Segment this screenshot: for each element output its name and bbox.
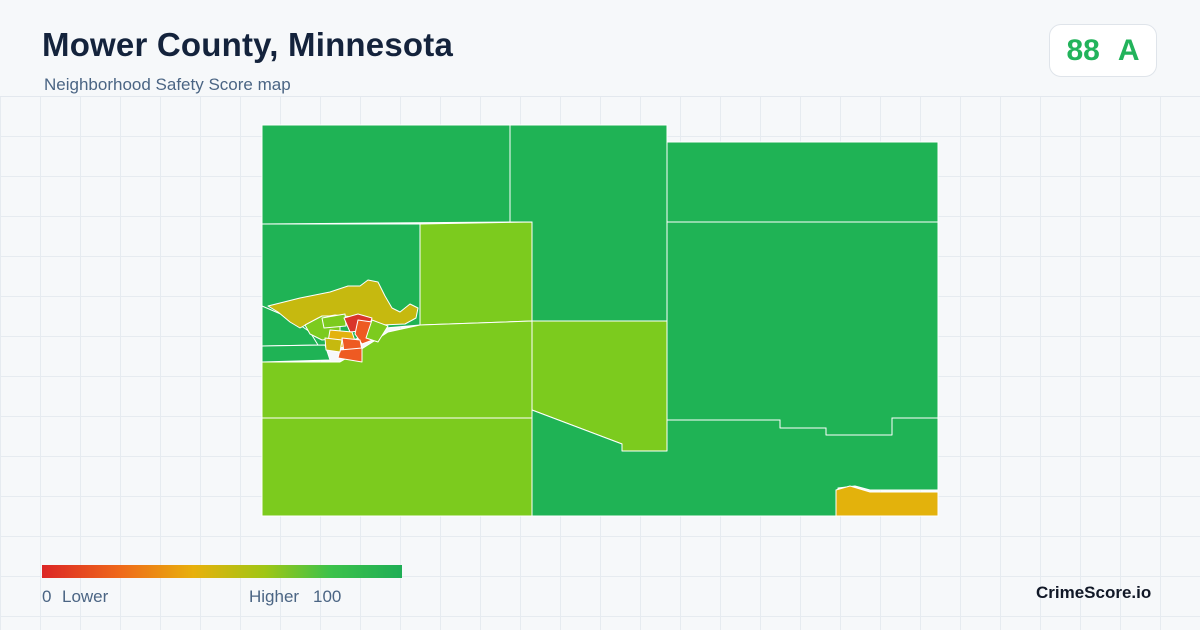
legend-color-scale xyxy=(42,565,402,578)
page-subtitle: Neighborhood Safety Score map xyxy=(44,75,291,94)
region-west-strip-2[interactable] xyxy=(261,344,331,363)
score-value: 88 xyxy=(1066,33,1100,67)
region-city-east[interactable] xyxy=(365,319,389,343)
region-city-southwest[interactable] xyxy=(324,337,343,353)
region-east[interactable] xyxy=(666,221,939,436)
region-southwest[interactable] xyxy=(261,417,533,517)
region-north-center-light[interactable] xyxy=(419,221,533,326)
legend-min-label: Lower xyxy=(62,587,109,606)
page-title: Mower County, Minnesota xyxy=(42,26,453,63)
region-northeast[interactable] xyxy=(666,141,939,223)
region-southeast-town[interactable] xyxy=(835,485,939,517)
header-divider xyxy=(0,96,1200,97)
safety-score-badge: 88 A xyxy=(1049,24,1157,77)
legend-max-label: Higher xyxy=(249,587,300,606)
region-city-northwest[interactable] xyxy=(321,313,347,329)
legend-min-value: 0 xyxy=(42,587,52,606)
legend-max-value: 100 xyxy=(313,587,342,606)
region-north-central[interactable] xyxy=(509,124,668,322)
region-city-south[interactable] xyxy=(337,347,363,363)
brand-logo: CrimeScore.io xyxy=(1036,583,1152,602)
score-grade: A xyxy=(1117,33,1140,67)
region-northwest[interactable] xyxy=(261,124,511,225)
